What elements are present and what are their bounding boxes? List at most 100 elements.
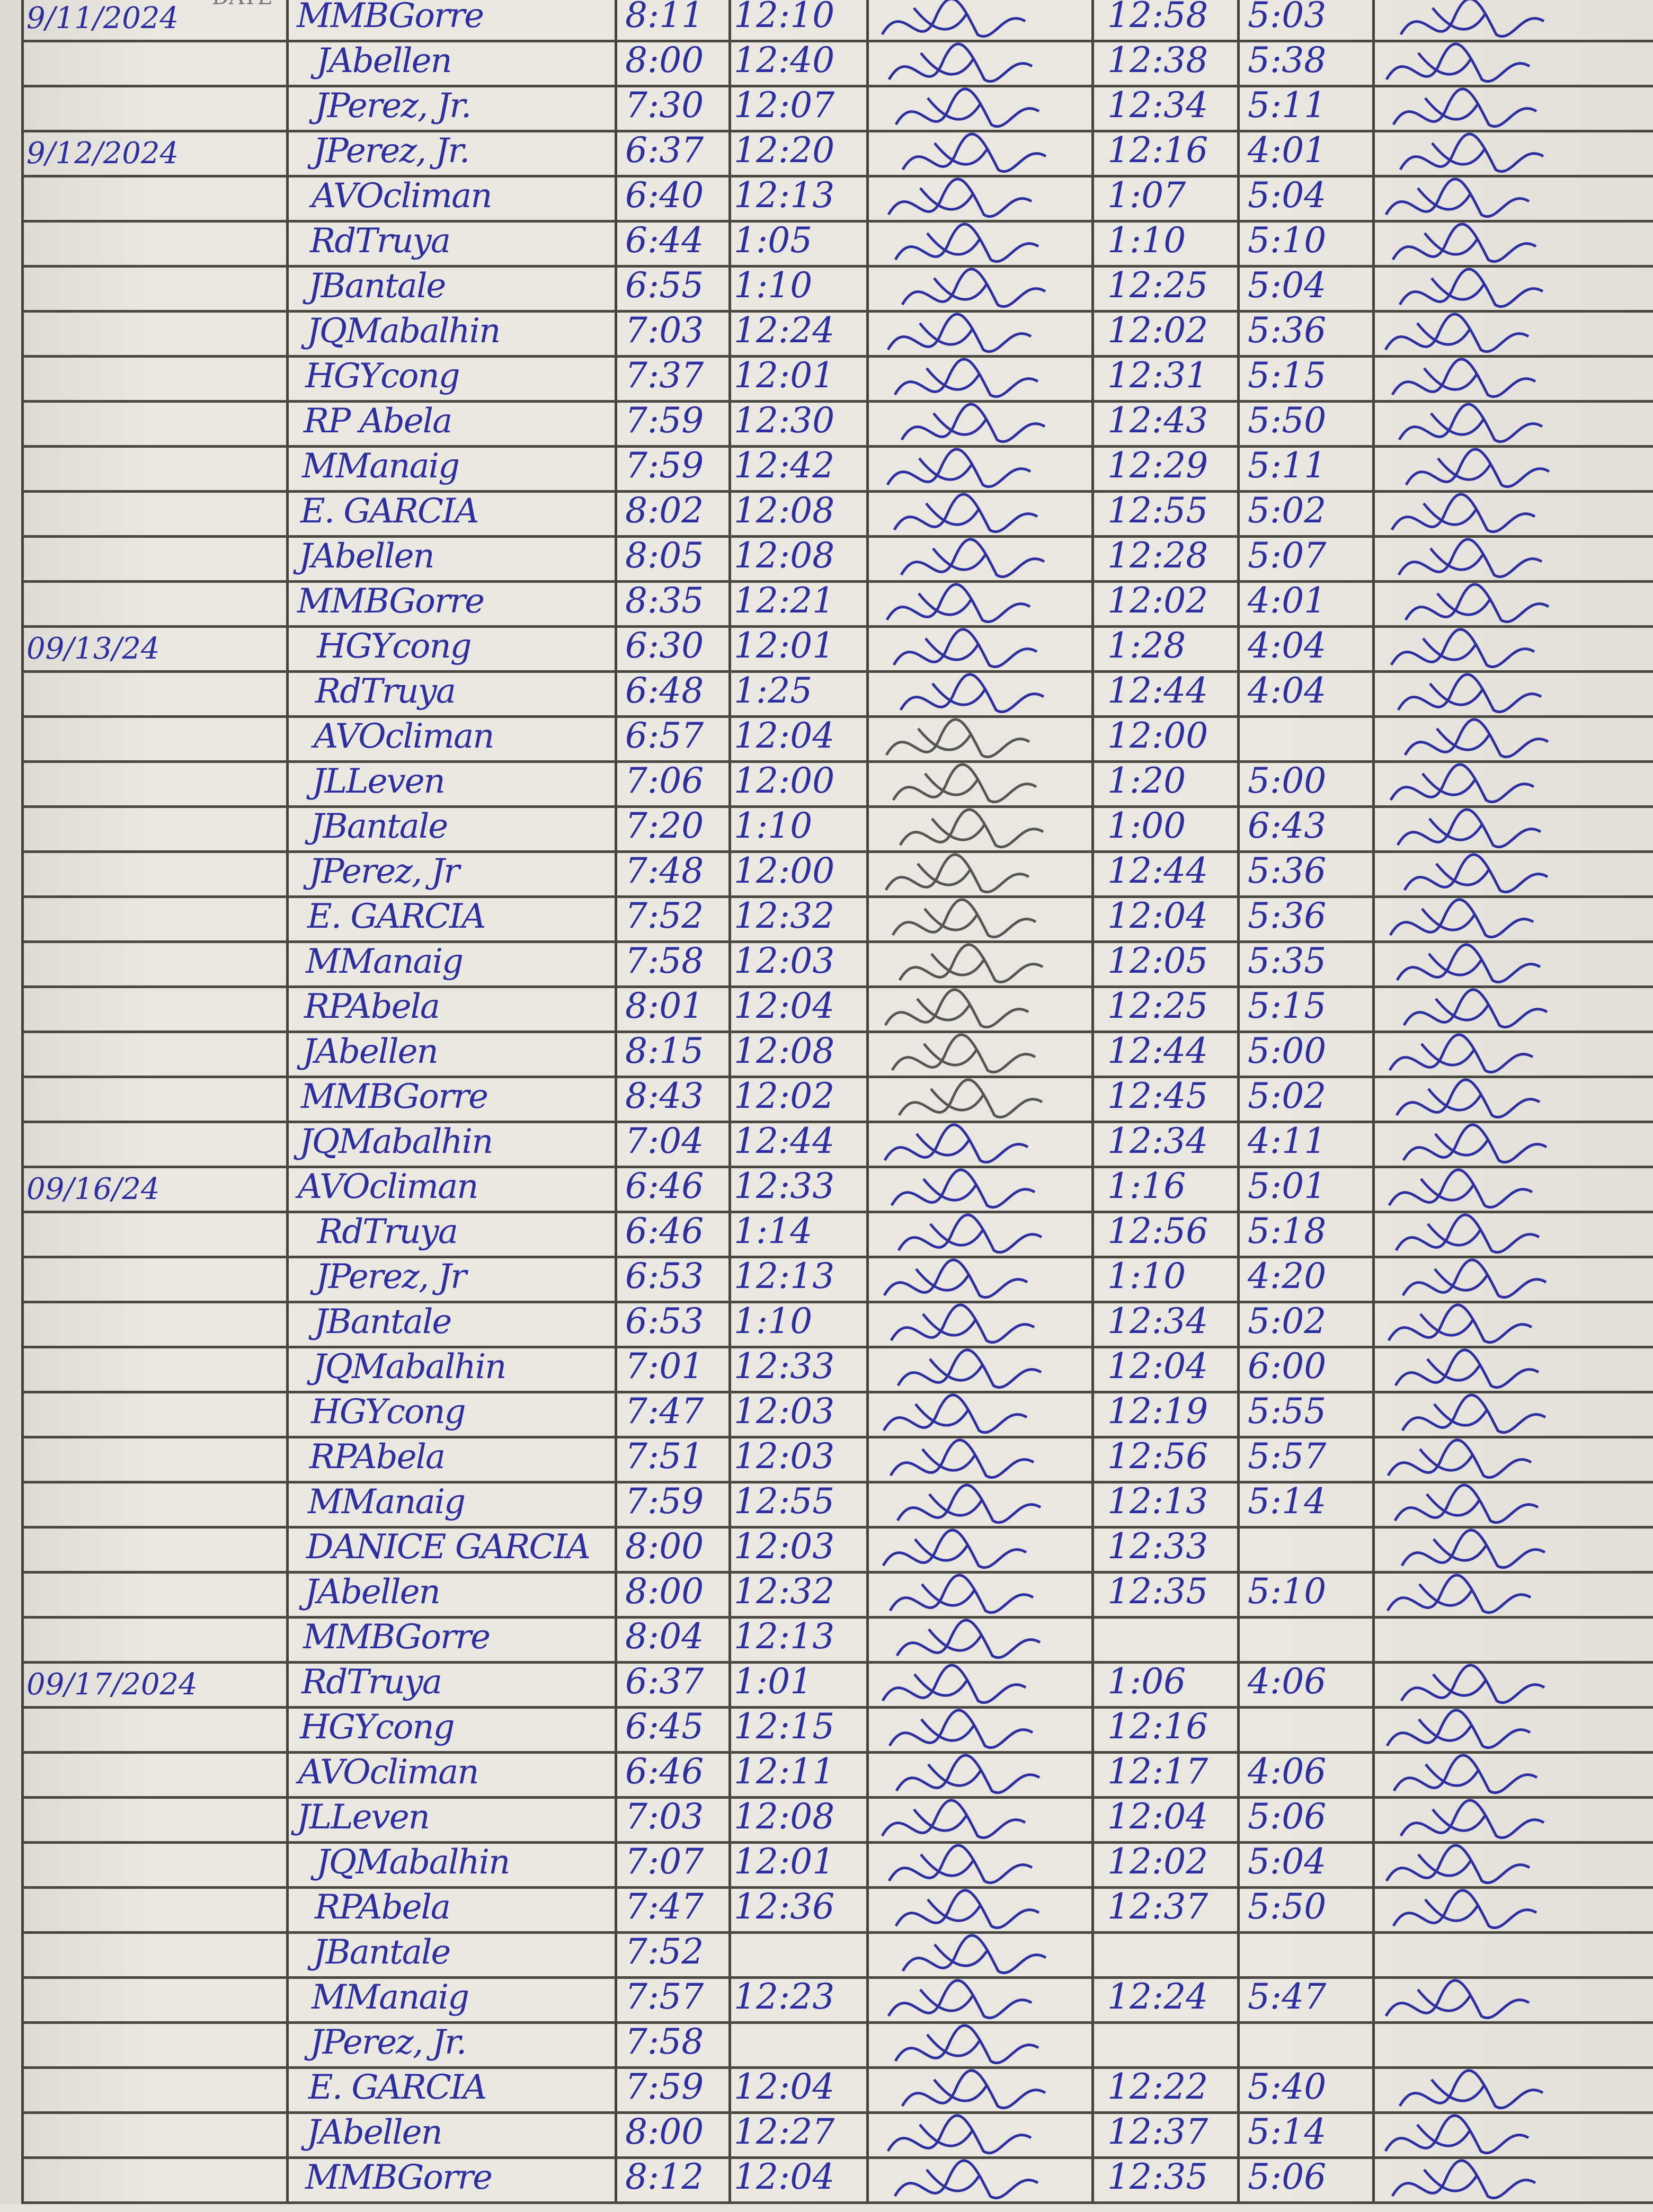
- signature-scribble: [1386, 1574, 1532, 1614]
- signature-scribble: [887, 177, 1033, 218]
- name-cell: JPerez, Jr: [309, 852, 460, 891]
- pm-in-cell: 12:38: [1107, 40, 1208, 81]
- log-row: HGYcong 6:45 12:15 12:16: [24, 1706, 1653, 1754]
- am-in-cell: 8:01: [625, 985, 704, 1026]
- log-row: JLLeven 7:06 12:00 1:20 5:00: [24, 760, 1653, 808]
- am-out-cell: 12:21: [734, 580, 835, 621]
- pm-out-cell: 5:50: [1248, 1886, 1327, 1927]
- pm-in-cell: 12:45: [1107, 1076, 1208, 1116]
- am-in-cell: 6:48: [625, 670, 704, 711]
- log-row: JQMabalhin 7:01 12:33 12:04 6:00: [24, 1346, 1653, 1393]
- am-out-cell: 12:44: [734, 1121, 835, 1161]
- pm-in-cell: 12:17: [1107, 1751, 1208, 1792]
- am-out-cell: 12:32: [734, 895, 835, 936]
- pm-out-cell: 5:15: [1248, 985, 1327, 1026]
- am-out-cell: 12:10: [734, 0, 835, 35]
- name-cell: DANICE GARCIA: [306, 1527, 591, 1567]
- signature-scribble: [1399, 132, 1544, 173]
- am-out-cell: 12:30: [734, 400, 835, 441]
- pm-out-cell: 5:57: [1248, 1436, 1327, 1477]
- date-cell: 09/17/2024: [26, 1667, 198, 1702]
- margin-line: [21, 0, 24, 2204]
- signature-scribble: [1401, 1393, 1547, 1434]
- signature-scribble: [894, 223, 1039, 263]
- am-in-cell: 7:20: [625, 805, 704, 846]
- signature-scribble: [1388, 1168, 1533, 1209]
- signature-scribble: [1401, 1258, 1547, 1299]
- log-row: JQMabalhin 7:04 12:44 12:34 4:11: [24, 1121, 1653, 1168]
- signature-scribble: [1387, 1438, 1532, 1479]
- am-out-cell: 12:04: [734, 985, 835, 1026]
- am-in-cell: 6:37: [625, 1661, 704, 1702]
- signature-scribble: [901, 1934, 1047, 1975]
- am-in-cell: 7:52: [625, 1931, 704, 1972]
- log-row: RdTruya 6:44 1:05 1:10 5:10: [24, 220, 1653, 268]
- pm-out-cell: 6:00: [1248, 1346, 1327, 1387]
- pm-out-cell: 5:10: [1248, 1571, 1327, 1612]
- log-row: DANICE GARCIA 8:00 12:03 12:33: [24, 1526, 1653, 1574]
- name-cell: MMBGorre: [303, 1618, 491, 1657]
- am-in-cell: 6:45: [625, 1706, 704, 1747]
- log-row: MMBGorre 8:43 12:02 12:45 5:02: [24, 1076, 1653, 1123]
- name-cell: AVOcliman: [314, 717, 494, 756]
- log-row: JPerez, Jr. 7:30 12:07 12:34 5:11: [24, 85, 1653, 132]
- am-out-cell: 12:13: [734, 1616, 835, 1657]
- pm-out-cell: 5:15: [1248, 355, 1327, 396]
- am-in-cell: 7:59: [625, 445, 704, 486]
- pm-out-cell: 5:02: [1248, 1301, 1327, 1342]
- signature-scribble: [900, 538, 1045, 579]
- pm-in-cell: 12:33: [1107, 1526, 1208, 1567]
- name-cell: RdTruya: [301, 1663, 442, 1702]
- pm-in-cell: 12:19: [1107, 1391, 1208, 1432]
- am-out-cell: 12:27: [734, 2111, 835, 2152]
- am-in-cell: 6:30: [625, 625, 704, 666]
- name-cell: JAbellen: [316, 41, 452, 81]
- pm-out-cell: 5:35: [1248, 940, 1327, 981]
- am-in-cell: 7:03: [625, 1796, 704, 1837]
- am-out-cell: 12:04: [734, 715, 835, 756]
- pm-out-cell: 4:06: [1248, 1661, 1327, 1702]
- signature-scribble: [1391, 2159, 1536, 2200]
- signature-scribble: [888, 1709, 1034, 1749]
- name-cell: HGYcong: [311, 1392, 466, 1432]
- am-in-cell: 6:53: [625, 1301, 704, 1342]
- signature-scribble: [1388, 1033, 1534, 1074]
- column-divider: [1372, 0, 1375, 2204]
- log-row: MManaig 7:59 12:42 12:29 5:11: [24, 445, 1653, 493]
- signature-scribble: [1384, 1979, 1530, 2020]
- signature-scribble: [1391, 223, 1537, 263]
- signature-scribble: [887, 1979, 1033, 2020]
- am-out-cell: 12:00: [734, 850, 835, 891]
- log-row: JPerez, Jr 6:53 12:13 1:10 4:20: [24, 1256, 1653, 1303]
- pm-in-cell: 12:31: [1107, 355, 1208, 396]
- log-row: JBantale 6:55 1:10 12:25 5:04: [24, 265, 1653, 313]
- name-cell: JBantale: [310, 807, 448, 846]
- log-row: JAbellen 8:00 12:32 12:35 5:10: [24, 1571, 1653, 1619]
- pm-out-cell: 5:14: [1248, 2111, 1327, 2152]
- pm-in-cell: 12:02: [1107, 580, 1208, 621]
- am-out-cell: 12:08: [734, 490, 835, 531]
- date-cell: 9/11/2024: [26, 1, 179, 35]
- pm-out-cell: 5:02: [1248, 490, 1327, 531]
- signature-scribble: [893, 2159, 1039, 2200]
- column-divider: [728, 0, 731, 2204]
- am-out-cell: 12:36: [734, 1886, 835, 1927]
- pm-in-cell: 12:34: [1107, 1121, 1208, 1161]
- name-cell: AVOcliman: [298, 1753, 479, 1792]
- pm-in-cell: 12:05: [1107, 940, 1208, 981]
- am-in-cell: 8:00: [625, 40, 704, 81]
- signature-scribble: [1404, 583, 1550, 624]
- signature-scribble: [1392, 1889, 1538, 1930]
- am-out-cell: 12:01: [734, 1841, 835, 1882]
- signature-scribble: [1399, 0, 1545, 38]
- pm-in-cell: 12:25: [1107, 265, 1208, 306]
- log-row: RPAbela 7:47 12:36 12:37 5:50: [24, 1886, 1653, 1934]
- pm-out-cell: 5:38: [1248, 40, 1327, 81]
- am-in-cell: 8:02: [625, 490, 704, 531]
- am-in-cell: 6:57: [625, 715, 704, 756]
- pm-in-cell: 12:13: [1107, 1481, 1208, 1522]
- pm-out-cell: 5:11: [1248, 85, 1327, 126]
- pm-in-cell: 12:43: [1107, 400, 1208, 441]
- log-row: RPAbela 7:51 12:03 12:56 5:57: [24, 1436, 1653, 1483]
- pm-out-cell: 5:47: [1248, 1976, 1327, 2017]
